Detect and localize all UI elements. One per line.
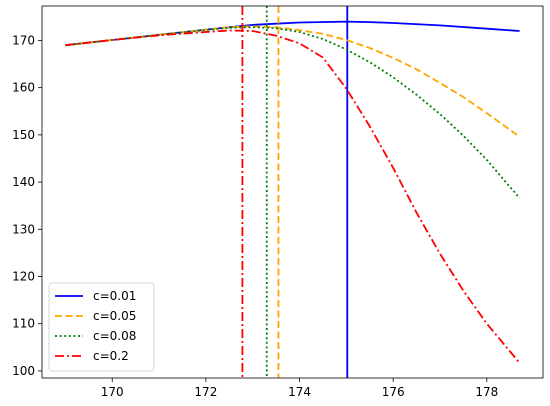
y-tick-label: 110 — [12, 317, 35, 331]
x-tick-label: 178 — [475, 385, 498, 399]
y-tick-label: 160 — [12, 81, 35, 95]
series-line-c-0-2 — [65, 29, 521, 364]
plot-lines — [65, 6, 521, 378]
legend-label-c-0-05: c=0.05 — [93, 309, 136, 323]
series-line-c-0-08 — [65, 26, 521, 199]
y-tick-label: 120 — [12, 270, 35, 284]
x-tick-label: 176 — [382, 385, 405, 399]
x-tick-label: 170 — [101, 385, 124, 399]
legend: c=0.01 c=0.05 c=0.08 c=0.2 — [48, 282, 155, 372]
legend-label-c-0-01: c=0.01 — [93, 289, 136, 303]
y-tick-label: 140 — [12, 175, 35, 189]
legend-label-c-0-08: c=0.08 — [93, 329, 136, 343]
legend-box — [48, 282, 155, 372]
x-axis: 170 172 174 176 178 — [101, 378, 498, 399]
y-tick-label: 150 — [12, 128, 35, 142]
y-axis: 100 110 120 130 140 150 160 170 — [12, 33, 42, 378]
plot-area-frame — [41, 5, 544, 379]
y-tick-label: 130 — [12, 222, 35, 236]
y-tick-label: 100 — [12, 364, 35, 378]
series-line-c-0-05 — [65, 25, 521, 138]
x-tick-label: 174 — [288, 385, 311, 399]
x-tick-label: 172 — [194, 385, 217, 399]
y-tick-label: 170 — [12, 33, 35, 47]
legend-label-c-0-2: c=0.2 — [93, 349, 129, 363]
